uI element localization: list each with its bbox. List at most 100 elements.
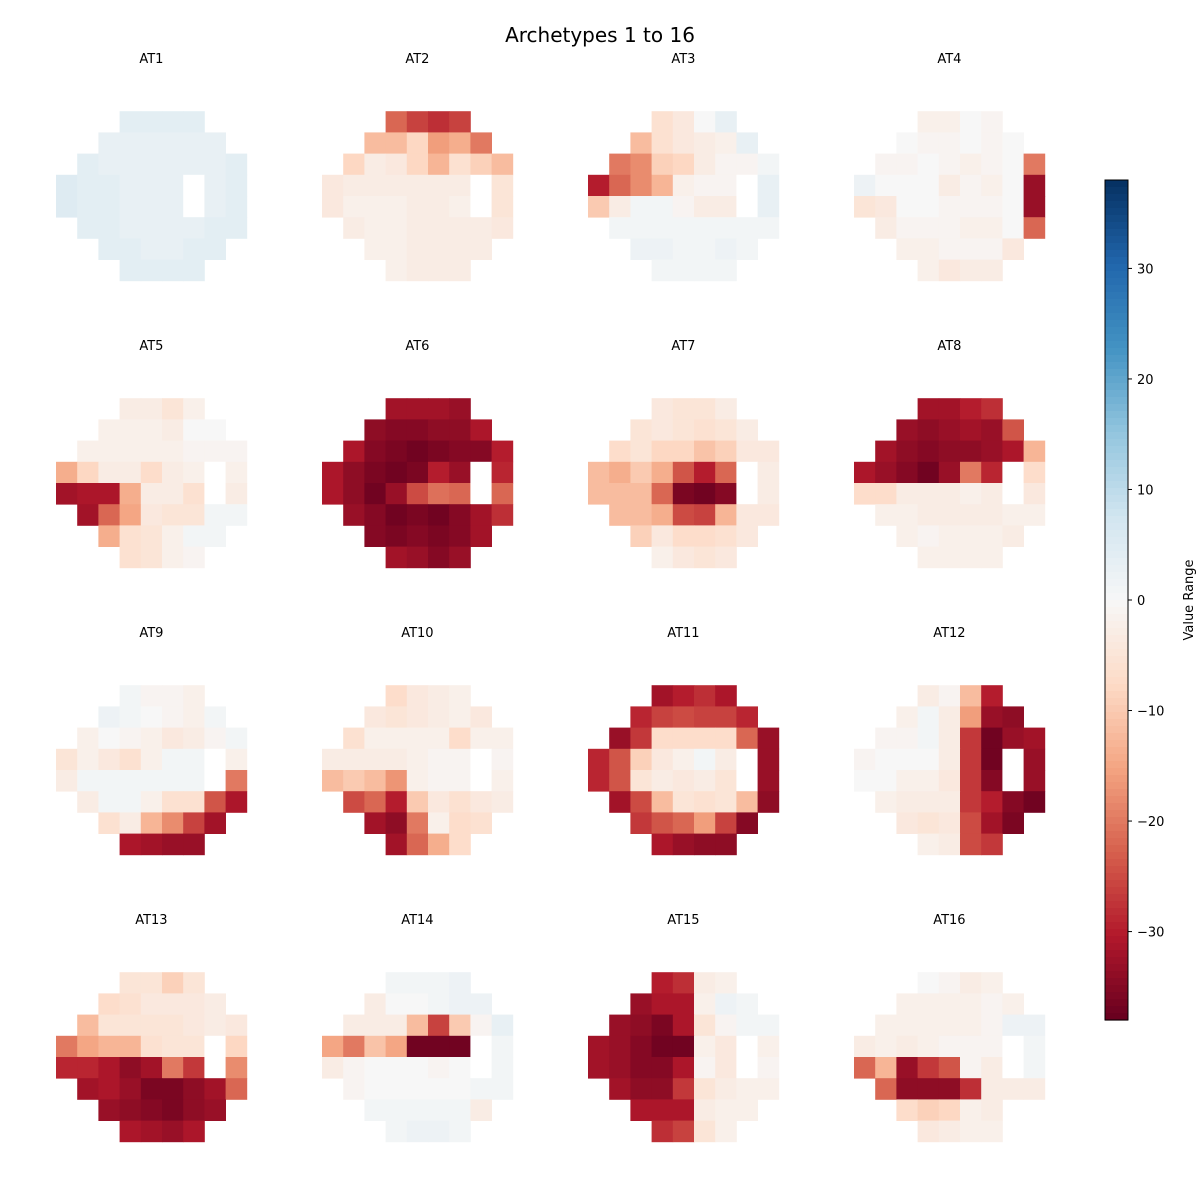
heatmap-cell	[119, 111, 142, 133]
heatmap-cell	[343, 153, 365, 176]
heatmap-cell	[981, 196, 1003, 218]
heatmap-cell	[960, 419, 982, 441]
colorbar-segment	[1105, 957, 1128, 965]
heatmap-cell	[98, 748, 120, 771]
heatmap-cell	[119, 812, 142, 834]
heatmap-cell	[183, 706, 205, 728]
heatmap-cell	[98, 993, 120, 1015]
heatmap-cell	[385, 440, 408, 463]
heatmap-cell	[981, 132, 1003, 154]
heatmap-cell	[938, 483, 961, 505]
heatmap-cell	[694, 153, 716, 176]
heatmap-cell	[1002, 440, 1024, 463]
heatmap-cell	[875, 174, 897, 197]
colorbar-segment	[1105, 355, 1128, 363]
colorbar-segment	[1105, 1013, 1128, 1021]
heatmap-cell	[609, 1014, 631, 1037]
heatmap-cell	[449, 727, 471, 750]
heatmap-cell	[694, 132, 716, 154]
colorbar-tick-label: 20	[1137, 373, 1154, 388]
heatmap-cell	[140, 1014, 163, 1037]
heatmap-cell	[896, 1035, 918, 1058]
heatmap-cell	[875, 1057, 897, 1079]
heatmap-cell	[322, 1057, 344, 1079]
heatmap-cell	[672, 812, 695, 834]
colorbar-tick-label: 10	[1137, 483, 1154, 498]
heatmap-cell	[1023, 153, 1046, 176]
heatmap-cell	[715, 525, 737, 547]
heatmap-cell	[757, 791, 780, 813]
colorbar-segment	[1105, 257, 1128, 265]
heatmap-cell	[938, 525, 961, 547]
heatmap-cell	[140, 993, 163, 1015]
heatmap-cell	[1023, 440, 1046, 463]
heatmap-cell	[406, 461, 429, 484]
heatmap-cell	[854, 483, 876, 505]
heatmap-cell	[651, 706, 674, 728]
heatmap-cell	[1002, 770, 1024, 792]
heatmap-cell	[119, 770, 142, 792]
heatmap-cell	[960, 1120, 982, 1143]
heatmap-cell	[140, 685, 163, 707]
heatmap-cell	[204, 1035, 226, 1058]
heatmap-cell	[938, 1035, 961, 1058]
heatmap-cell	[406, 1078, 429, 1100]
heatmap-cell	[630, 1078, 652, 1100]
heatmap-cell	[162, 153, 184, 176]
heatmap-cell	[588, 174, 610, 197]
heatmap-cell	[896, 748, 918, 771]
colorbar-tick-label: −10	[1137, 705, 1164, 720]
heatmap-cell	[162, 504, 184, 526]
heatmap-cell	[1023, 748, 1046, 771]
heatmap-cell	[960, 1078, 982, 1100]
heatmap-cell	[225, 174, 248, 197]
heatmap-cell	[385, 727, 408, 750]
heatmap-cell	[343, 1014, 365, 1037]
heatmap-cell	[225, 748, 248, 771]
heatmap-cell	[981, 504, 1003, 526]
heatmap-cell	[183, 1099, 205, 1121]
panel-title: AT8	[937, 339, 961, 354]
heatmap-cell	[204, 727, 226, 750]
heatmap-cell	[56, 174, 78, 197]
heatmap-cell	[385, 525, 408, 547]
heatmap-cell	[162, 1035, 184, 1058]
heatmap-panel-at4: AT4	[854, 52, 1046, 282]
heatmap-cell	[630, 1035, 652, 1058]
heatmap-cell	[651, 398, 674, 420]
heatmap-cell	[917, 727, 940, 750]
heatmap-cell	[322, 1035, 344, 1058]
heatmap-cell	[715, 685, 737, 707]
heatmap-cell	[854, 174, 876, 197]
heatmap-cell	[651, 483, 674, 505]
heatmap-cell	[757, 153, 780, 176]
heatmap-cell	[119, 461, 142, 484]
heatmap-cell	[204, 483, 226, 505]
heatmap-cell	[694, 1120, 716, 1143]
heatmap-cell	[364, 770, 386, 792]
heatmap-cell	[672, 132, 695, 154]
heatmap-cell	[204, 153, 226, 176]
heatmap-cell	[917, 1014, 940, 1037]
heatmap-cell	[917, 706, 940, 728]
heatmap-cell	[651, 504, 674, 526]
heatmap-cell	[140, 748, 163, 771]
heatmap-cell	[162, 791, 184, 813]
colorbar-segment	[1105, 502, 1128, 510]
heatmap-cell	[491, 461, 514, 484]
heatmap-cell	[1002, 461, 1024, 484]
heatmap-cell	[406, 504, 429, 526]
heatmap-cell	[917, 685, 940, 707]
heatmap-cell	[470, 419, 492, 441]
heatmap-cell	[162, 196, 184, 218]
heatmap-cell	[938, 833, 961, 856]
heatmap-cell	[736, 504, 758, 526]
heatmap-cell	[938, 993, 961, 1015]
heatmap-cell	[736, 748, 758, 771]
heatmap-cell	[119, 525, 142, 547]
heatmap-panel-at6: AT6	[322, 339, 514, 569]
colorbar-segment	[1105, 222, 1128, 230]
heatmap-cell	[694, 440, 716, 463]
heatmap-cell	[470, 1014, 492, 1037]
colorbar-segment	[1105, 327, 1128, 335]
